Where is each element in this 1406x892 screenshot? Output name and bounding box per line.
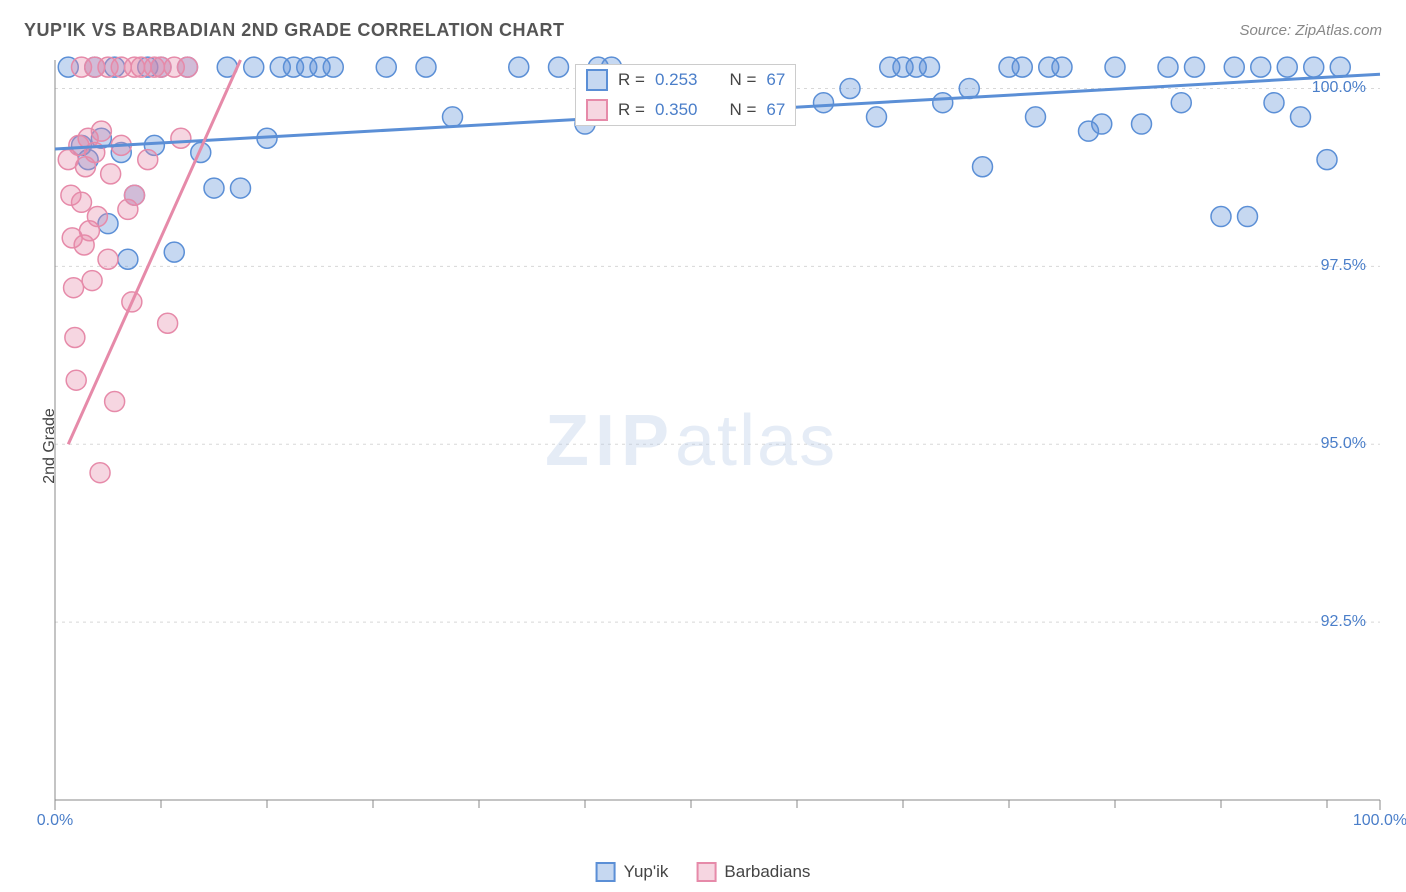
n-value: 67 <box>766 70 785 90</box>
scatter-point <box>1026 107 1046 127</box>
r-label: R = <box>618 70 645 90</box>
x-tick-label: 0.0% <box>37 812 73 830</box>
scatter-point <box>1211 207 1231 227</box>
scatter-point <box>933 93 953 113</box>
scatter-point <box>416 57 436 77</box>
y-tick-label: 100.0% <box>1312 79 1366 97</box>
scatter-point <box>1251 57 1271 77</box>
scatter-point <box>1105 57 1125 77</box>
scatter-chart-svg <box>55 60 1380 800</box>
legend-row: R = 0.350 N = 67 <box>576 95 795 125</box>
y-tick-label: 92.5% <box>1321 613 1366 631</box>
chart-title: YUP'IK VS BARBADIAN 2ND GRADE CORRELATIO… <box>24 20 564 41</box>
scatter-point <box>178 57 198 77</box>
r-label: R = <box>618 100 645 120</box>
scatter-point <box>231 178 251 198</box>
scatter-point <box>1132 114 1152 134</box>
y-tick-label: 97.5% <box>1321 257 1366 275</box>
scatter-point <box>64 278 84 298</box>
source-attribution: Source: ZipAtlas.com <box>1239 22 1382 39</box>
scatter-point <box>171 128 191 148</box>
scatter-point <box>509 57 529 77</box>
scatter-point <box>72 192 92 212</box>
scatter-point <box>1052 57 1072 77</box>
legend-item: Barbadians <box>696 862 810 882</box>
legend-swatch <box>696 862 716 882</box>
scatter-point <box>158 313 178 333</box>
legend-label: Yup'ik <box>624 862 669 882</box>
correlation-legend: R = 0.253 N = 67 R = 0.350 N = 67 <box>575 64 796 126</box>
scatter-point <box>66 370 86 390</box>
n-value: 67 <box>766 100 785 120</box>
scatter-point <box>973 157 993 177</box>
scatter-point <box>1291 107 1311 127</box>
scatter-point <box>1277 57 1297 77</box>
scatter-point <box>376 57 396 77</box>
scatter-point <box>105 392 125 412</box>
series-legend: Yup'ik Barbadians <box>596 862 811 882</box>
scatter-point <box>549 57 569 77</box>
scatter-point <box>1224 57 1244 77</box>
r-value: 0.253 <box>655 70 698 90</box>
legend-label: Barbadians <box>724 862 810 882</box>
trend-line <box>68 60 240 444</box>
scatter-point <box>920 57 940 77</box>
scatter-point <box>87 207 107 227</box>
scatter-point <box>204 178 224 198</box>
scatter-point <box>1171 93 1191 113</box>
scatter-point <box>65 328 85 348</box>
scatter-point <box>244 57 264 77</box>
legend-swatch <box>586 99 608 121</box>
scatter-point <box>959 78 979 98</box>
scatter-point <box>1185 57 1205 77</box>
scatter-point <box>101 164 121 184</box>
chart-header: YUP'IK VS BARBADIAN 2ND GRADE CORRELATIO… <box>0 0 1406 51</box>
scatter-point <box>814 93 834 113</box>
scatter-point <box>323 57 343 77</box>
legend-swatch <box>596 862 616 882</box>
scatter-point <box>138 150 158 170</box>
scatter-point <box>1264 93 1284 113</box>
scatter-point <box>867 107 887 127</box>
scatter-point <box>1330 57 1350 77</box>
scatter-point <box>1158 57 1178 77</box>
y-tick-label: 95.0% <box>1321 435 1366 453</box>
r-value: 0.350 <box>655 100 698 120</box>
chart-area: ZIPatlas R =0.253N =67R =0.350N =67 92.5… <box>55 60 1380 800</box>
scatter-point <box>164 242 184 262</box>
legend-item: Yup'ik <box>596 862 669 882</box>
x-tick-label: 100.0% <box>1353 812 1406 830</box>
scatter-point <box>840 78 860 98</box>
n-label: N = <box>729 70 756 90</box>
scatter-point <box>1238 207 1258 227</box>
scatter-point <box>90 463 110 483</box>
n-label: N = <box>729 100 756 120</box>
scatter-point <box>91 121 111 141</box>
scatter-point <box>118 249 138 269</box>
scatter-point <box>1092 114 1112 134</box>
scatter-point <box>98 249 118 269</box>
scatter-point <box>125 185 145 205</box>
legend-swatch <box>586 69 608 91</box>
scatter-point <box>1012 57 1032 77</box>
scatter-point <box>1304 57 1324 77</box>
scatter-point <box>443 107 463 127</box>
scatter-point <box>82 271 102 291</box>
scatter-point <box>1317 150 1337 170</box>
legend-row: R = 0.253 N = 67 <box>576 65 795 95</box>
